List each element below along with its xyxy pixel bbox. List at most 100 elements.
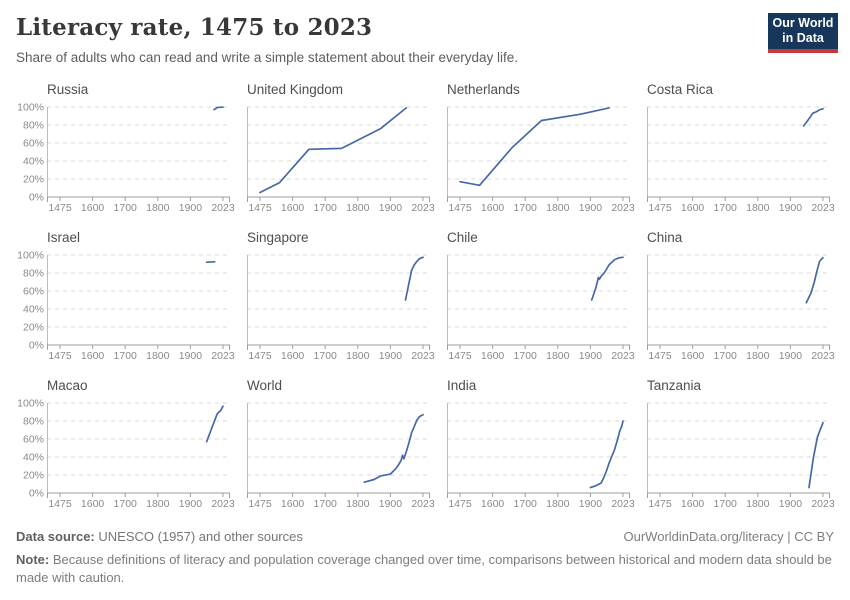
svg-text:2023: 2023 <box>611 202 635 214</box>
facet-chart-india[interactable]: 1475 1600 1700 1800 1900 2023 <box>447 397 635 510</box>
facet-chart-world[interactable]: 1475 1600 1700 1800 1900 2023 <box>247 397 435 510</box>
svg-text:1800: 1800 <box>746 202 770 214</box>
svg-text:1600: 1600 <box>81 498 105 510</box>
svg-text:1900: 1900 <box>179 202 203 214</box>
svg-text:1700: 1700 <box>314 498 338 510</box>
svg-text:1475: 1475 <box>48 350 72 362</box>
facet-title-costa-rica: Costa Rica <box>647 82 714 97</box>
svg-text:1475: 1475 <box>48 498 72 510</box>
svg-text:1700: 1700 <box>114 202 138 214</box>
svg-text:1700: 1700 <box>314 350 338 362</box>
x-tick-labels: 1475 1600 1700 1800 1900 2023 <box>248 498 435 510</box>
facet-title-tanzania: Tanzania <box>647 378 702 393</box>
svg-text:1700: 1700 <box>714 350 738 362</box>
data-source-label: Data source: <box>16 529 95 544</box>
line-series-india[interactable] <box>589 420 624 489</box>
x-axis <box>447 492 630 498</box>
svg-text:1900: 1900 <box>379 350 403 362</box>
svg-text:80%: 80% <box>23 120 44 132</box>
svg-text:1475: 1475 <box>448 350 472 362</box>
svg-text:1800: 1800 <box>746 498 770 510</box>
gridlines <box>647 106 830 180</box>
facet-tanzania: Tanzania 1475 1600 1700 1800 1900 2023 <box>647 378 835 510</box>
svg-text:20%: 20% <box>23 174 44 186</box>
svg-text:20%: 20% <box>23 322 44 334</box>
svg-text:0%: 0% <box>29 192 44 204</box>
gridlines <box>47 106 230 180</box>
svg-text:1900: 1900 <box>779 202 803 214</box>
facet-chart-macao[interactable]: 1475 1600 1700 1800 1900 2023 0% 20% 40% 60% 80% 10… <box>16 397 235 511</box>
owid-logo[interactable]: Our World in Data <box>768 13 838 53</box>
svg-text:1475: 1475 <box>48 202 72 214</box>
facet-chile: Chile 1475 1600 1700 1800 1900 2023 <box>447 230 635 362</box>
x-axis <box>247 492 430 498</box>
line-series-chile[interactable] <box>590 256 624 301</box>
svg-text:2023: 2023 <box>611 350 635 362</box>
facet-chart-russia[interactable]: 1475 1600 1700 1800 1900 2023 0% 20% 40% 60% 80% 10… <box>16 101 235 215</box>
line-series-china[interactable] <box>805 256 824 304</box>
facet-chart-costa-rica[interactable]: 1475 1600 1700 1800 1900 2023 <box>647 101 835 214</box>
svg-text:1600: 1600 <box>481 202 505 214</box>
facet-title-singapore: Singapore <box>247 230 309 245</box>
facet-russia: Russia 1475 1600 1700 1800 1900 2023 0% 20% 40% 60… <box>16 82 235 215</box>
gridlines <box>647 254 830 328</box>
header: Literacy rate, 1475 to 2023 Share of adu… <box>0 0 850 65</box>
facet-chart-netherlands[interactable]: 1475 1600 1700 1800 1900 2023 <box>447 101 635 214</box>
facet-world: World 1475 1600 1700 1800 1900 2023 <box>247 378 435 510</box>
svg-text:1800: 1800 <box>346 202 370 214</box>
facet-chart-chile[interactable]: 1475 1600 1700 1800 1900 2023 <box>447 249 635 362</box>
svg-text:1700: 1700 <box>514 350 538 362</box>
facet-netherlands: Netherlands 1475 1600 1700 1800 1900 2023 <box>447 82 635 214</box>
svg-text:60%: 60% <box>23 286 44 298</box>
svg-text:1900: 1900 <box>779 498 803 510</box>
svg-text:1475: 1475 <box>648 202 672 214</box>
svg-text:1800: 1800 <box>546 202 570 214</box>
chart-subtitle: Share of adults who can read and write a… <box>16 50 519 65</box>
facet-grid: Russia 1475 1600 1700 1800 1900 2023 0% 20% 40% 60… <box>0 82 850 511</box>
data-source: Data source: UNESCO (1957) and other sou… <box>16 529 303 544</box>
svg-text:1900: 1900 <box>579 350 603 362</box>
svg-text:1475: 1475 <box>448 202 472 214</box>
facet-chart-singapore[interactable]: 1475 1600 1700 1800 1900 2023 <box>247 249 435 362</box>
x-axis <box>647 492 830 498</box>
line-series-tanzania[interactable] <box>808 421 824 489</box>
svg-text:1800: 1800 <box>746 350 770 362</box>
facet-chart-israel[interactable]: 1475 1600 1700 1800 1900 2023 0% 20% 40% 60% 80% 10… <box>16 249 235 363</box>
svg-text:1900: 1900 <box>179 350 203 362</box>
svg-text:1800: 1800 <box>546 350 570 362</box>
svg-text:1800: 1800 <box>146 350 170 362</box>
x-tick-labels: 1475 1600 1700 1800 1900 2023 <box>48 202 235 214</box>
svg-text:2023: 2023 <box>211 350 235 362</box>
x-axis <box>47 196 230 202</box>
facet-chart-united-kingdom[interactable]: 1475 1600 1700 1800 1900 2023 <box>247 101 435 214</box>
data-source-text: UNESCO (1957) and other sources <box>98 529 303 544</box>
x-axis <box>247 344 430 350</box>
line-series-macao[interactable] <box>205 405 224 443</box>
line-series-netherlands[interactable] <box>459 107 610 187</box>
svg-text:1475: 1475 <box>448 498 472 510</box>
svg-text:1475: 1475 <box>648 350 672 362</box>
svg-text:1600: 1600 <box>681 498 705 510</box>
facet-chart-tanzania[interactable]: 1475 1600 1700 1800 1900 2023 <box>647 397 835 510</box>
gridlines <box>447 254 630 328</box>
line-series-singapore[interactable] <box>404 256 424 301</box>
line-series-russia[interactable] <box>213 106 224 111</box>
facet-title-india: India <box>447 378 477 393</box>
line-series-united-kingdom[interactable] <box>259 107 408 194</box>
x-tick-labels: 1475 1600 1700 1800 1900 2023 <box>448 498 635 510</box>
line-series-world[interactable] <box>363 413 424 484</box>
credit-link[interactable]: OurWorldinData.org/literacy | CC BY <box>623 529 834 544</box>
svg-text:2023: 2023 <box>811 202 835 214</box>
svg-text:1900: 1900 <box>379 498 403 510</box>
facet-title-israel: Israel <box>47 230 81 245</box>
x-axis <box>647 196 830 202</box>
x-axis <box>247 196 430 202</box>
x-tick-labels: 1475 1600 1700 1800 1900 2023 <box>648 350 835 362</box>
svg-text:40%: 40% <box>23 156 44 168</box>
svg-text:1600: 1600 <box>681 202 705 214</box>
line-series-costa-rica[interactable] <box>802 107 824 127</box>
facet-chart-china[interactable]: 1475 1600 1700 1800 1900 2023 <box>647 249 835 362</box>
svg-text:2023: 2023 <box>411 498 435 510</box>
svg-text:1600: 1600 <box>81 350 105 362</box>
